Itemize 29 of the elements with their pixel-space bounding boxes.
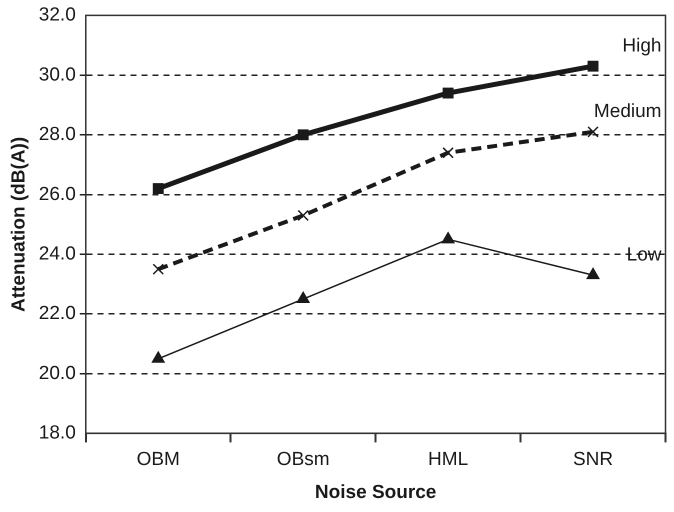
series-label: Medium: [594, 101, 662, 122]
point: [298, 129, 309, 140]
y-tick-label: 26.0: [38, 184, 76, 205]
y-tick-label: 30.0: [38, 64, 76, 86]
point: [152, 263, 164, 275]
y-tick-label: 32.0: [38, 4, 76, 26]
point: [442, 232, 455, 244]
y-tick-label: 28.0: [38, 124, 76, 146]
point: [152, 183, 164, 194]
x-tick-label: OBM: [136, 449, 180, 470]
point: [152, 351, 165, 363]
point: [587, 126, 599, 138]
point: [586, 268, 600, 280]
point: [442, 88, 454, 98]
series-label: High: [622, 35, 662, 56]
y-tick-label: 20.0: [38, 362, 76, 384]
y-tick-label: 24.0: [38, 243, 76, 264]
x-tick-label: SNR: [572, 449, 614, 470]
y-tick-label: 22.0: [38, 303, 76, 324]
point: [442, 147, 454, 158]
x-tick-label: HML: [428, 449, 468, 470]
x-axis-title: Noise Source: [314, 482, 436, 503]
point: [588, 60, 598, 72]
x-tick-label: OBsm: [276, 449, 330, 470]
series-label: Low: [626, 244, 662, 266]
y-axis-title: Attenuation (dB(A)): [8, 136, 30, 312]
point: [296, 292, 310, 304]
point: [297, 210, 309, 222]
y-tick-label: 18.0: [38, 422, 76, 444]
